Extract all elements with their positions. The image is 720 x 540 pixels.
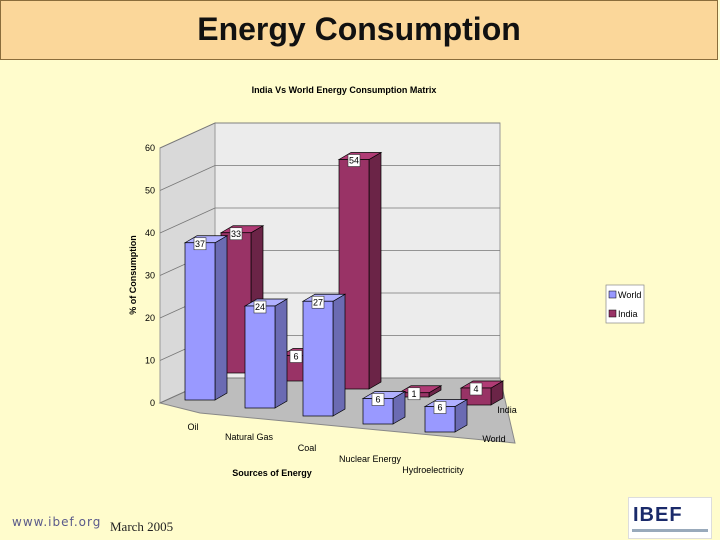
x-tick-label: Nuclear Energy <box>339 454 402 464</box>
bar-world-coal <box>302 300 334 417</box>
bar-world-oil <box>184 242 216 401</box>
gridline-side <box>159 165 216 191</box>
y-axis-label: % of Consumption <box>128 235 138 315</box>
data-label-box-world-hydroelectricity <box>433 401 447 414</box>
y-tick-label: 10 <box>145 356 155 366</box>
x-axis-label: Sources of Energy <box>232 468 312 478</box>
data-label-world-hydroelectricity: 6 <box>437 403 442 413</box>
bar-world-natural-gas <box>244 305 276 409</box>
x-tick-label: Oil <box>188 422 199 432</box>
data-label-box-india-oil <box>229 227 243 241</box>
logo-tagline-bar <box>632 529 708 532</box>
gridline-side <box>159 207 216 234</box>
data-label-india-oil: 33 <box>231 229 241 239</box>
x-tick-label: Coal <box>298 443 317 453</box>
chart-title: India Vs World Energy Consumption Matrix <box>252 85 437 95</box>
depth-label-india: India <box>497 405 517 415</box>
legend-swatch-world <box>608 290 617 299</box>
gridline-side <box>159 122 216 149</box>
y-tick-label: 40 <box>145 228 155 238</box>
bar-side-world-oil <box>214 235 228 401</box>
data-label-india-natural-gas: 6 <box>293 352 298 362</box>
x-tick-label: Hydroelectricity <box>402 465 464 475</box>
footer-url: www.ibef.org <box>12 515 102 529</box>
data-label-world-coal: 27 <box>313 297 323 307</box>
data-label-world-nuclear-energy: 6 <box>375 395 380 405</box>
data-label-india-coal: 54 <box>349 156 359 166</box>
bar-side-world-natural-gas <box>274 298 288 409</box>
data-label-box-india-nuclear-energy <box>407 387 421 401</box>
y-tick-label: 50 <box>145 186 155 196</box>
data-label-box-world-natural-gas <box>253 300 267 314</box>
footer-date: March 2005 <box>110 519 174 534</box>
bar-side-world-coal <box>332 293 346 417</box>
data-label-world-oil: 37 <box>195 239 205 249</box>
x-tick-label: Natural Gas <box>225 432 274 442</box>
y-tick-label: 20 <box>145 313 155 323</box>
data-label-box-india-natural-gas <box>289 350 303 363</box>
logo-text: IBEF <box>633 504 683 526</box>
y-tick-label: 0 <box>150 398 155 408</box>
depth-label-world: World <box>482 434 505 444</box>
data-label-india-nuclear-energy: 1 <box>411 389 416 399</box>
data-label-box-india-hydroelectricity <box>469 382 483 396</box>
data-label-box-india-coal <box>347 154 361 167</box>
slide-title-bar: Energy Consumption <box>0 0 718 60</box>
legend-label-world: World <box>618 290 641 300</box>
data-label-box-world-coal <box>311 295 325 309</box>
legend-swatch-india <box>608 309 617 318</box>
data-label-india-hydroelectricity: 4 <box>473 384 478 394</box>
data-label-box-world-oil <box>193 237 207 251</box>
y-tick-label: 60 <box>145 143 155 153</box>
data-label-world-natural-gas: 24 <box>255 302 265 312</box>
bar-side-india-coal <box>368 151 382 390</box>
slide-title: Energy Consumption <box>197 11 521 47</box>
y-tick-label: 30 <box>145 271 155 281</box>
ibef-logo: IBEF <box>628 497 712 539</box>
legend-label-india: India <box>618 309 638 319</box>
data-label-box-world-nuclear-energy <box>371 393 385 406</box>
